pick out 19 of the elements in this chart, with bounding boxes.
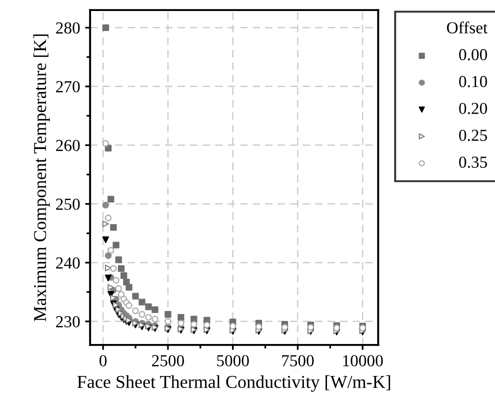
legend-label: 0.35 xyxy=(459,156,488,168)
y-tick-label: 260 xyxy=(56,140,80,152)
legend-label: 0.25 xyxy=(459,130,488,142)
x-tick-label: 2500 xyxy=(152,355,184,366)
y-tick-label: 270 xyxy=(56,81,80,92)
x-tick-label: 0 xyxy=(100,355,107,366)
y-tick-label: 280 xyxy=(56,22,80,34)
x-tick-label: 5000 xyxy=(217,355,249,366)
x-axis-title: Face Sheet Thermal Conductivity [W/m-K] xyxy=(77,375,390,392)
y-tick-label: 240 xyxy=(56,257,80,269)
legend-label: 0.10 xyxy=(459,76,488,88)
x-tick-label: 7500 xyxy=(282,355,314,366)
legend-label: 0.20 xyxy=(459,102,488,114)
x-tick-label: 10000 xyxy=(343,355,383,366)
y-tick-label: 230 xyxy=(56,316,80,328)
legend-title: Offset xyxy=(446,22,488,34)
y-axis-title: Maximum Component Temperature [K] xyxy=(33,34,50,322)
legend-label: 0.00 xyxy=(459,49,488,60)
y-tick-label: 250 xyxy=(56,198,80,210)
